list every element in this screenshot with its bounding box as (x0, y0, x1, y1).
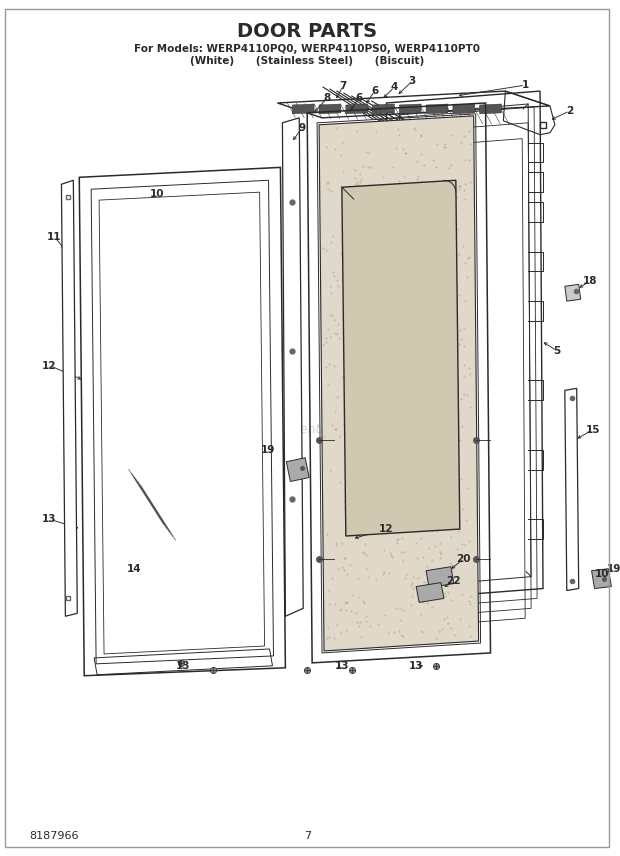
Text: 11: 11 (47, 232, 62, 241)
Text: 7: 7 (304, 831, 311, 841)
Text: 1: 1 (521, 80, 529, 90)
Text: 14: 14 (126, 564, 141, 574)
Text: 13: 13 (176, 661, 190, 671)
Text: 19: 19 (607, 564, 620, 574)
Polygon shape (453, 104, 475, 114)
Text: (White)      (Stainless Steel)      (Biscuit): (White) (Stainless Steel) (Biscuit) (190, 56, 424, 67)
Text: 10: 10 (595, 568, 609, 579)
Polygon shape (426, 567, 454, 587)
Text: 8: 8 (324, 93, 330, 103)
Polygon shape (416, 583, 444, 603)
Text: 18: 18 (582, 276, 597, 287)
Polygon shape (286, 458, 309, 482)
Text: 5: 5 (553, 346, 560, 356)
Text: 22: 22 (446, 575, 461, 586)
Polygon shape (426, 104, 448, 114)
Text: 15: 15 (585, 425, 600, 435)
Text: For Models: WERP4110PQ0, WERP4110PS0, WERP4110PT0: For Models: WERP4110PQ0, WERP4110PS0, WE… (134, 45, 480, 55)
Polygon shape (373, 104, 394, 114)
Text: eReplacementParts.com: eReplacementParts.com (231, 424, 384, 437)
Polygon shape (61, 181, 78, 616)
Polygon shape (319, 116, 479, 651)
Text: 13: 13 (42, 514, 57, 524)
Polygon shape (386, 91, 543, 600)
Text: 8187966: 8187966 (30, 831, 79, 841)
Text: 6: 6 (355, 93, 362, 103)
Polygon shape (565, 284, 581, 301)
Polygon shape (342, 181, 460, 536)
Text: 2: 2 (566, 106, 574, 116)
Text: DOOR PARTS: DOOR PARTS (237, 22, 377, 41)
Polygon shape (399, 104, 421, 114)
Polygon shape (480, 104, 502, 114)
Polygon shape (319, 104, 341, 114)
Text: 19: 19 (260, 445, 275, 455)
Text: 9: 9 (299, 122, 306, 133)
Polygon shape (292, 104, 314, 114)
Text: 10: 10 (149, 189, 164, 199)
Text: 3: 3 (409, 76, 416, 86)
Polygon shape (565, 389, 578, 591)
Text: 4: 4 (391, 82, 398, 92)
Text: 13: 13 (335, 661, 349, 671)
Polygon shape (591, 568, 611, 589)
Polygon shape (79, 168, 285, 675)
Text: 7: 7 (339, 81, 347, 91)
Text: 6: 6 (371, 86, 378, 96)
Text: 12: 12 (379, 524, 394, 534)
Text: 20: 20 (456, 554, 471, 564)
Text: 13: 13 (409, 661, 423, 671)
Text: 12: 12 (42, 360, 57, 371)
Polygon shape (346, 104, 368, 114)
Polygon shape (282, 118, 303, 616)
